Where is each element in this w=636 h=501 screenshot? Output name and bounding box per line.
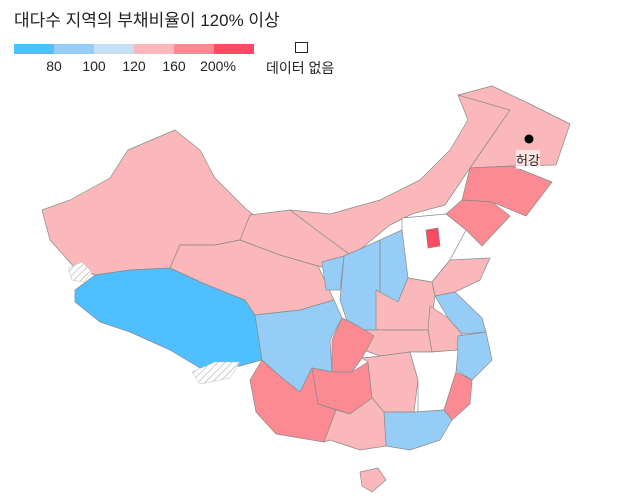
legend-swatch-6 — [214, 44, 254, 54]
city-label: 허강 — [516, 150, 540, 169]
legend-tick: 200% — [200, 58, 236, 74]
no-data-label: 데이터 없음 — [266, 60, 335, 76]
disputed-area — [67, 261, 93, 283]
region-beijing — [425, 227, 441, 249]
legend-tick: 100 — [82, 58, 106, 74]
legend-swatch-2 — [54, 44, 94, 54]
region-heilongjiang — [457, 85, 571, 169]
city-marker — [524, 134, 534, 144]
no-data-swatch — [295, 42, 308, 53]
legend-tick: 80 — [46, 58, 62, 74]
legend-swatch-3 — [94, 44, 134, 54]
region-guangxi — [323, 397, 387, 451]
map-title: 대다수 지역의 부채비율이 120% 이상 — [14, 11, 280, 30]
disputed-area — [191, 361, 241, 385]
legend-swatch-4 — [134, 44, 174, 54]
region-hainan — [359, 467, 387, 493]
region-guangdong — [383, 409, 453, 451]
region-ningxia — [321, 255, 345, 291]
legend-swatch-1 — [14, 44, 54, 54]
legend-tick: 120 — [122, 58, 146, 74]
legend-swatch-5 — [174, 44, 214, 54]
legend-tick: 160 — [162, 58, 186, 74]
region-zhejiang — [455, 331, 493, 381]
